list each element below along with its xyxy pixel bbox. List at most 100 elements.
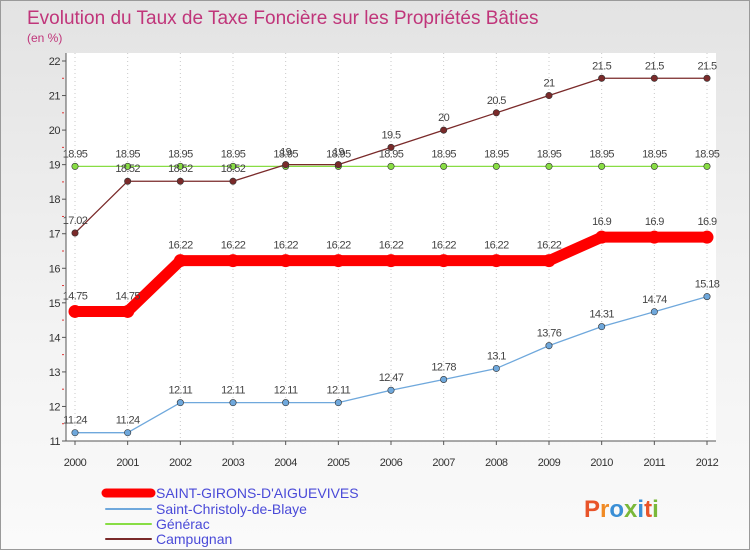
legend-label: Campugnan <box>156 531 232 547</box>
x-tick-label: 2000 <box>64 457 87 469</box>
data-label: 18.52 <box>221 163 246 175</box>
logo-letter: r <box>600 496 609 523</box>
x-tick-label: 2004 <box>274 457 297 469</box>
data-point <box>331 254 345 268</box>
x-tick-label: 2006 <box>380 457 403 469</box>
y-tick-label: 14 <box>49 332 61 344</box>
data-label: 18.95 <box>431 148 456 160</box>
data-label: 16.22 <box>221 240 246 252</box>
data-label: 14.31 <box>589 309 614 321</box>
data-label: 18.95 <box>63 148 88 160</box>
data-label: 14.75 <box>115 290 140 302</box>
data-label: 18.95 <box>695 148 720 160</box>
data-point <box>542 254 556 268</box>
data-label: 16.22 <box>484 240 509 252</box>
data-point <box>700 230 714 244</box>
data-point <box>703 162 711 170</box>
data-point <box>71 229 79 237</box>
data-label: 19.5 <box>381 129 400 141</box>
data-point <box>650 308 658 316</box>
data-point <box>176 399 184 407</box>
logo-letter: x <box>624 496 638 523</box>
x-tick-label: 2011 <box>644 457 666 469</box>
data-label: 21.5 <box>592 60 611 72</box>
data-point <box>440 126 448 134</box>
data-label: 18.95 <box>221 148 246 160</box>
x-tick-label: 2003 <box>222 457 245 469</box>
grid <box>66 53 716 441</box>
data-point <box>489 254 503 268</box>
x-tick-label: 2001 <box>116 457 139 469</box>
data-point <box>647 230 661 244</box>
y-tick-label: 12 <box>49 401 61 413</box>
data-point <box>437 254 451 268</box>
data-point <box>334 161 342 169</box>
data-point <box>384 254 398 268</box>
data-point <box>598 323 606 331</box>
data-label: 15.18 <box>695 279 720 291</box>
data-point <box>440 376 448 384</box>
y-tick-label: 19 <box>49 160 61 172</box>
x-tick-label: 2012 <box>696 457 719 469</box>
x-tick-label: 2008 <box>485 457 508 469</box>
data-label: 18.95 <box>168 148 193 160</box>
y-tick-label: 21 <box>49 91 61 103</box>
y-tick-label: 13 <box>49 367 61 379</box>
data-label: 18.95 <box>642 148 667 160</box>
data-label: 13.76 <box>537 328 562 340</box>
x-tick-label: 2005 <box>327 457 350 469</box>
data-point <box>124 429 132 437</box>
data-point <box>124 177 132 185</box>
data-label: 18.95 <box>379 148 404 160</box>
data-label: 12.78 <box>431 362 456 374</box>
data-label: 16.22 <box>431 240 456 252</box>
data-point <box>595 230 609 244</box>
x-tick-label: 2007 <box>432 457 455 469</box>
data-point <box>650 74 658 82</box>
logo-letter: t <box>644 496 652 523</box>
legend-label: SAINT-GIRONS-D'AIGUEVIVES <box>156 485 359 501</box>
y-tick-label: 17 <box>49 229 61 241</box>
data-label: 20.5 <box>487 95 506 107</box>
proxiti-logo: Proxiti <box>584 496 659 523</box>
data-label: 16.9 <box>697 216 716 228</box>
data-point <box>229 162 237 170</box>
data-point <box>545 342 553 350</box>
data-label: 16.22 <box>326 240 351 252</box>
data-point <box>387 143 395 151</box>
data-point <box>68 304 82 318</box>
data-label: 21.5 <box>697 60 716 72</box>
data-label: 18.95 <box>115 148 140 160</box>
data-point <box>334 399 342 407</box>
logo-letter: o <box>609 496 624 523</box>
legend-label: Générac <box>156 516 210 532</box>
data-label: 18.95 <box>273 148 298 160</box>
data-label: 12.11 <box>221 385 245 397</box>
data-label: 13.1 <box>487 350 506 362</box>
data-label: 19 <box>333 147 345 159</box>
data-point <box>650 162 658 170</box>
data-point <box>176 177 184 185</box>
data-point <box>387 162 395 170</box>
data-label: 12.11 <box>274 385 298 397</box>
data-point <box>121 304 135 318</box>
data-label: 18.95 <box>537 148 562 160</box>
data-point <box>598 74 606 82</box>
y-tick-label: 11 <box>50 436 61 448</box>
data-label: 16.9 <box>645 216 664 228</box>
axes: 11 12 13 14 15 16 17 18 19 20 21 22 2000 2001 2002 2003… <box>49 53 719 469</box>
chart-title: Evolution du Taux de Taxe Foncière sur l… <box>27 8 539 29</box>
data-point <box>226 254 240 268</box>
data-point <box>703 74 711 82</box>
y-tick-label: 15 <box>49 298 61 310</box>
y-tick-label: 22 <box>49 56 61 68</box>
data-point <box>387 386 395 394</box>
data-label: 16.22 <box>379 240 404 252</box>
data-point <box>124 162 132 170</box>
data-label: 18.95 <box>589 148 614 160</box>
data-label: 17.02 <box>63 215 88 227</box>
data-label: 18.95 <box>484 148 509 160</box>
data-label: 14.74 <box>642 294 667 306</box>
